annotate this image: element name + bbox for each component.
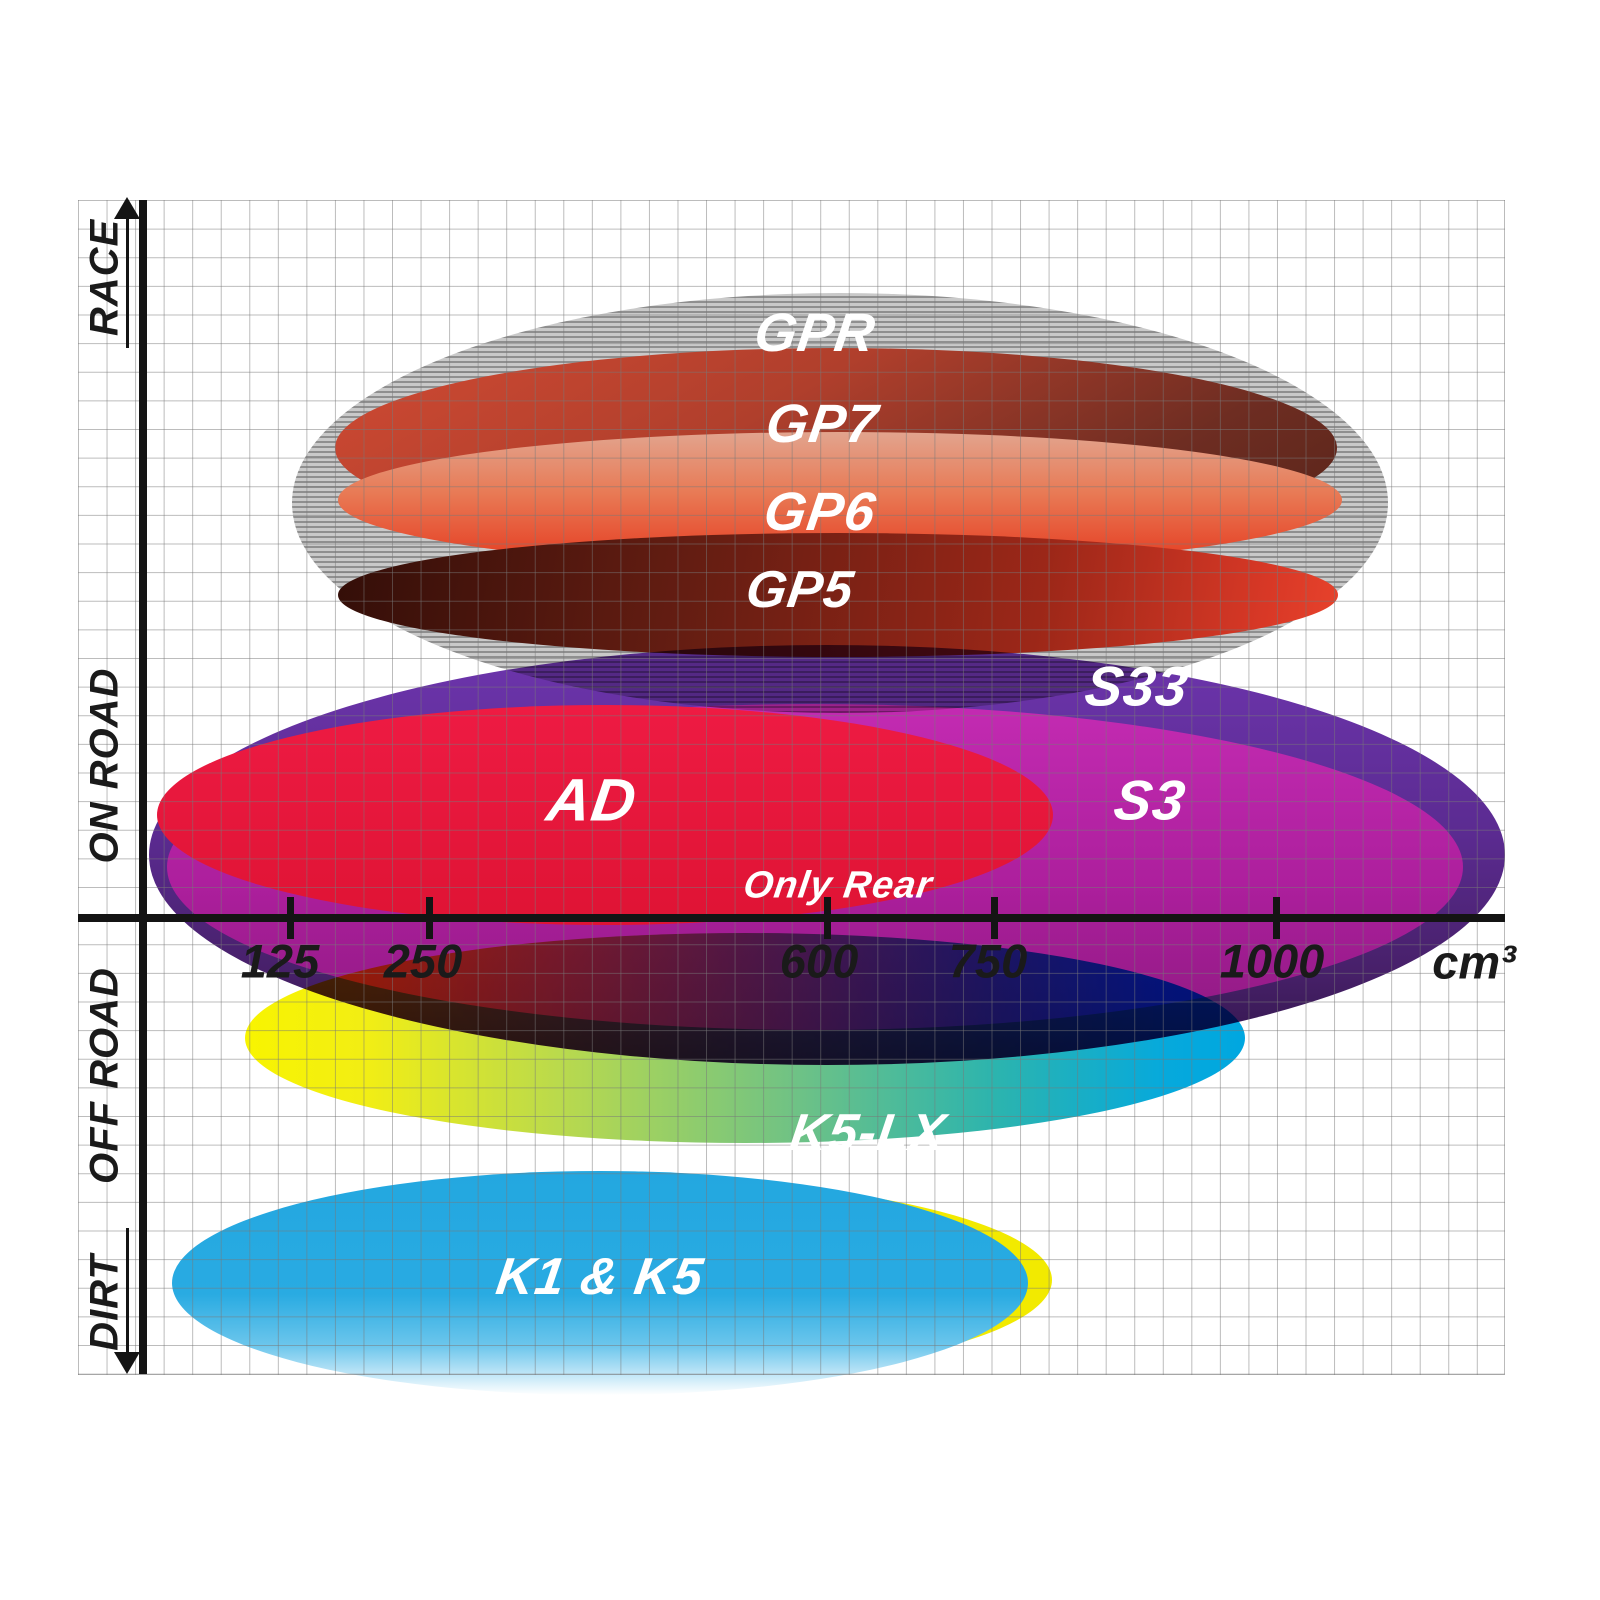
region-gp6-label: GP6 bbox=[760, 482, 880, 542]
x-tick-label: 1000 bbox=[1219, 934, 1325, 988]
region-k1k5-label: K1 & K5 bbox=[492, 1248, 708, 1306]
y-band-label-dirt: DIRT bbox=[82, 1254, 127, 1351]
region-gp5-label: GP5 bbox=[742, 561, 858, 619]
y-axis-line bbox=[139, 200, 147, 1374]
x-tick-label: 125 bbox=[240, 934, 320, 988]
region-s3-label: S3 bbox=[1110, 768, 1190, 832]
region-k5lx-label: K5-LX bbox=[786, 1104, 950, 1162]
region-ad-label: AD bbox=[542, 766, 642, 834]
x-tick-label: 600 bbox=[779, 934, 859, 988]
region-gpr-label: GPR bbox=[750, 303, 880, 363]
x-tick-label: 250 bbox=[383, 934, 463, 988]
region-ad-annotation: Only Rear bbox=[740, 864, 936, 907]
y-band-label-on-road: ON ROAD bbox=[82, 667, 127, 864]
region-s33-label: S33 bbox=[1081, 654, 1193, 718]
region-gp7-label: GP7 bbox=[762, 394, 882, 454]
y-band-label-race: RACE bbox=[82, 218, 127, 337]
x-axis-unit-label: cm³ bbox=[1432, 935, 1516, 989]
x-tick-label: 750 bbox=[948, 934, 1028, 988]
